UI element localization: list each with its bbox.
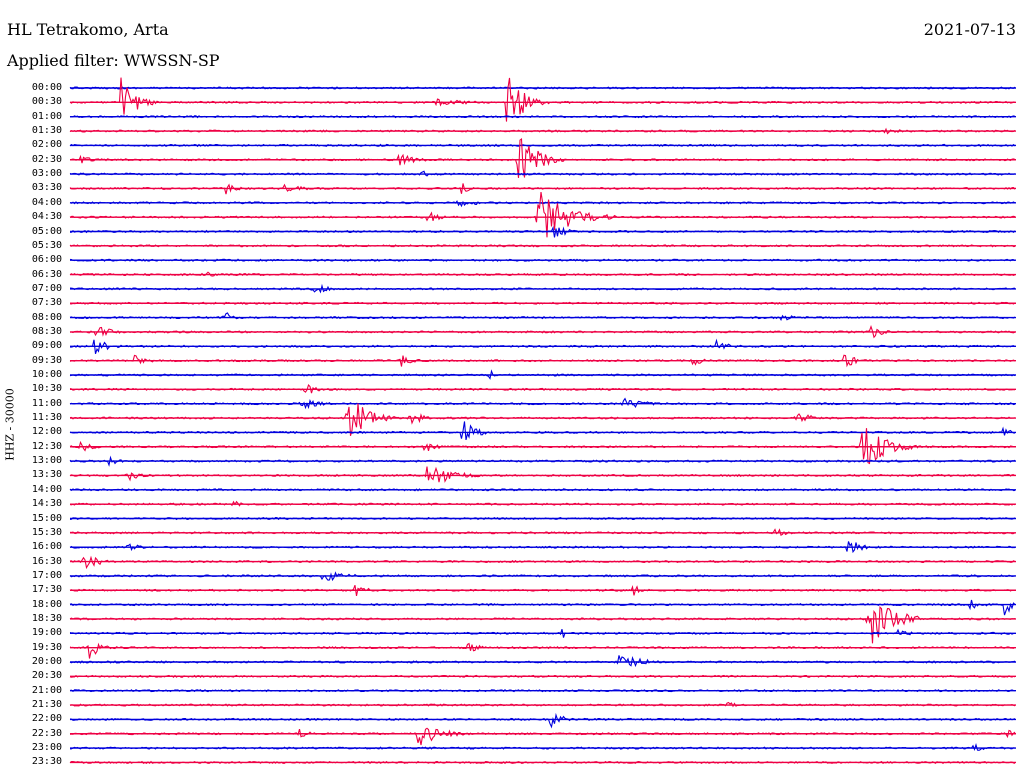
trace-row-2000 bbox=[69, 655, 1016, 668]
row-label: 11:30 bbox=[31, 412, 62, 424]
row-label: 17:00 bbox=[31, 569, 62, 581]
filter-line: Applied filter: WWSSN-SP bbox=[7, 51, 220, 70]
trace-row-2230 bbox=[69, 727, 1016, 746]
row-label: 14:30 bbox=[31, 498, 62, 510]
row-label: 00:30 bbox=[31, 96, 62, 108]
trace-row-1330 bbox=[69, 466, 1016, 483]
row-label: 01:30 bbox=[31, 125, 62, 137]
row-label: 21:00 bbox=[31, 684, 62, 696]
row-label: 19:00 bbox=[31, 627, 62, 639]
trace-row-1830 bbox=[69, 605, 1016, 644]
station-title: HL Tetrakomo, Arta bbox=[7, 20, 169, 39]
row-label: 04:00 bbox=[31, 196, 62, 208]
row-label: 08:00 bbox=[31, 311, 62, 323]
row-label: 11:00 bbox=[31, 397, 62, 409]
row-label: 19:30 bbox=[31, 641, 62, 653]
row-label: 18:30 bbox=[31, 612, 62, 624]
row-label: 22:30 bbox=[31, 727, 62, 739]
row-label: 03:30 bbox=[31, 182, 62, 194]
row-label: 13:00 bbox=[31, 455, 62, 467]
row-label: 23:00 bbox=[31, 742, 62, 754]
row-label: 04:30 bbox=[31, 211, 62, 223]
trace-row-1200 bbox=[69, 421, 1016, 441]
row-label: 15:30 bbox=[31, 526, 62, 538]
row-label: 18:00 bbox=[31, 598, 62, 610]
row-label: 14:00 bbox=[31, 483, 62, 495]
row-label: 03:00 bbox=[31, 168, 62, 180]
row-label: 17:30 bbox=[31, 584, 62, 596]
row-label: 02:30 bbox=[31, 153, 62, 165]
row-label: 15:00 bbox=[31, 512, 62, 524]
trace-row-0800 bbox=[69, 312, 1016, 322]
row-label: 06:00 bbox=[31, 254, 62, 266]
row-label: 16:30 bbox=[31, 555, 62, 567]
trace-row-1630 bbox=[69, 555, 1016, 570]
row-label: 05:30 bbox=[31, 239, 62, 251]
trace-row-1930 bbox=[69, 642, 1016, 659]
trace-row-0430 bbox=[69, 192, 1016, 238]
row-label: 00:00 bbox=[31, 82, 62, 93]
row-label: 07:30 bbox=[31, 297, 62, 309]
row-label: 22:00 bbox=[31, 713, 62, 725]
row-label: 10:00 bbox=[31, 369, 62, 380]
row-label: 21:30 bbox=[31, 699, 62, 711]
row-label: 09:30 bbox=[31, 354, 62, 366]
date-label: 2021-07-13 bbox=[923, 20, 1016, 39]
trace-row-1130 bbox=[69, 403, 1016, 437]
trace-row-2200 bbox=[69, 712, 1016, 729]
row-label: 06:30 bbox=[31, 268, 62, 280]
row-label: 09:00 bbox=[31, 340, 62, 352]
filter-label: Applied filter: bbox=[7, 51, 119, 70]
row-label: 12:30 bbox=[31, 440, 62, 452]
row-label: 07:00 bbox=[31, 282, 62, 294]
row-label: 05:00 bbox=[31, 225, 62, 237]
row-label: 20:00 bbox=[31, 656, 62, 667]
row-label: 23:30 bbox=[31, 756, 62, 768]
row-label: 10:30 bbox=[31, 383, 62, 395]
row-label: 16:00 bbox=[31, 541, 62, 553]
trace-row-0030 bbox=[69, 77, 1016, 122]
trace-row-1800 bbox=[69, 599, 1016, 616]
row-label: 13:30 bbox=[31, 469, 62, 481]
row-label: 02:00 bbox=[31, 139, 62, 151]
row-label: 01:00 bbox=[31, 110, 62, 122]
filter-value: WWSSN-SP bbox=[123, 51, 220, 70]
row-label: 08:30 bbox=[31, 325, 62, 337]
row-label: 12:00 bbox=[31, 426, 62, 438]
row-label: 20:30 bbox=[31, 670, 62, 682]
trace-row-0500 bbox=[69, 226, 1016, 238]
